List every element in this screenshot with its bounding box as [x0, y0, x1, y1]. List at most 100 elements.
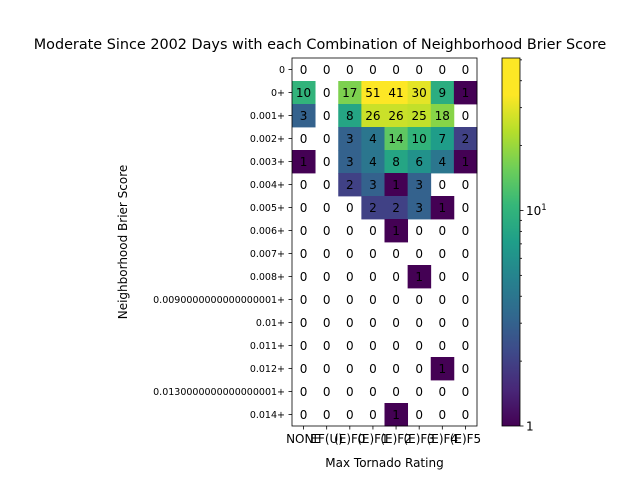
cell-value-label: 30	[412, 86, 427, 100]
heatmap-cells	[292, 81, 478, 427]
cell-value-label: 17	[342, 86, 357, 100]
y-tick-label: 0.014+	[250, 410, 285, 421]
heatmap-cell	[292, 104, 316, 128]
x-tick-label: (E)F0	[334, 432, 365, 446]
y-tick-label: 0.01+	[256, 318, 285, 329]
cell-value-label: 0	[323, 293, 331, 307]
y-tick-label: 0.005+	[250, 203, 285, 214]
heatmap-cell	[292, 81, 316, 105]
cell-value-label: 0	[300, 408, 308, 422]
cell-value-label: 3	[300, 109, 308, 123]
cell-value-label: 0	[323, 316, 331, 330]
x-tick-label: (E)F3	[403, 432, 434, 446]
cell-value-label: 6	[415, 155, 423, 169]
cell-value-label: 0	[438, 224, 446, 238]
y-tick-label: 0	[279, 65, 285, 76]
cell-value-label: 1	[438, 362, 446, 376]
y-tick-label: 0.008+	[250, 272, 285, 283]
y-axis: 0 0+ 0.001+ 0.002+ 0.003+ 0.004+ 0.005+ 0.006+ 0…	[153, 65, 292, 421]
cell-value-label: 0	[323, 201, 331, 215]
cell-value-label: 0	[392, 362, 400, 376]
cell-value-label: 0	[323, 132, 331, 146]
cell-value-label: 0	[415, 385, 423, 399]
cell-value-label: 0	[300, 201, 308, 215]
colorbar-tick-label: 101	[526, 203, 547, 218]
heatmap-cell	[384, 219, 409, 243]
cell-value-label: 0	[346, 247, 354, 261]
heatmap-cell	[430, 127, 455, 151]
heatmap-cell	[384, 403, 409, 427]
cell-value-label: 0	[369, 293, 377, 307]
cell-value-label: 8	[346, 109, 354, 123]
cell-value-label: 0	[462, 385, 470, 399]
cell-value-label: 0	[369, 339, 377, 353]
cell-value-label: 1	[462, 86, 470, 100]
heatmap-cell	[338, 150, 362, 174]
cell-value-label: 0	[300, 270, 308, 284]
cell-value-label: 0	[369, 316, 377, 330]
cell-value-label: 0	[346, 63, 354, 77]
cell-value-label: 0	[415, 293, 423, 307]
cell-value-label: 1	[462, 155, 470, 169]
heatmap-cell	[384, 150, 409, 174]
x-tick-label: EF(U)	[310, 432, 343, 446]
y-tick-label: 0.0130000000000000001+	[153, 387, 285, 398]
heatmap-cell	[430, 196, 455, 220]
colorbar-tick-label: 1	[526, 420, 534, 434]
y-tick-label: 0.003+	[250, 157, 285, 168]
cell-value-label: 2	[462, 132, 470, 146]
heatmap-cell	[361, 173, 385, 197]
heatmap-cell	[407, 104, 432, 128]
heatmap-cell	[338, 104, 362, 128]
heatmap-cell	[361, 127, 385, 151]
cell-value-label: 0	[346, 316, 354, 330]
cell-value-label: 0	[438, 316, 446, 330]
cell-value-label: 10	[412, 132, 427, 146]
heatmap-cell	[384, 104, 409, 128]
cell-value-label: 9	[438, 86, 446, 100]
cell-value-label: 0	[415, 339, 423, 353]
heatmap-cell	[430, 81, 455, 105]
cell-value-label: 25	[412, 109, 427, 123]
chart-title: Moderate Since 2002 Days with each Combi…	[34, 37, 607, 53]
cell-value-label: 0	[323, 86, 331, 100]
cell-value-label: 0	[415, 247, 423, 261]
cell-value-label: 0	[462, 408, 470, 422]
cell-value-label: 3	[415, 201, 423, 215]
y-tick-label: 0.002+	[250, 134, 285, 145]
cell-value-label: 7	[438, 132, 446, 146]
heatmap-cell	[292, 150, 316, 174]
cell-value-label: 0	[369, 408, 377, 422]
cell-value-label: 1	[300, 155, 308, 169]
cell-value-label: 10	[296, 86, 311, 100]
cell-value-label: 0	[462, 316, 470, 330]
heatmap-cell	[361, 104, 385, 128]
cell-value-label: 0	[346, 339, 354, 353]
cell-value-label: 0	[300, 224, 308, 238]
cell-value-label: 0	[369, 270, 377, 284]
cell-value-label: 0	[323, 270, 331, 284]
cell-value-label: 41	[388, 86, 403, 100]
cell-value-label: 0	[323, 385, 331, 399]
cell-value-label: 0	[300, 362, 308, 376]
cell-value-label: 0	[462, 339, 470, 353]
cell-value-label: 0	[346, 385, 354, 399]
cell-value-label: 0	[415, 316, 423, 330]
heatmap-cell	[338, 81, 362, 105]
cell-value-label: 0	[323, 339, 331, 353]
cell-value-label: 0	[300, 339, 308, 353]
cell-value-label: 0	[300, 247, 308, 261]
cell-value-label: 0	[300, 293, 308, 307]
cell-value-label: 3	[415, 178, 423, 192]
cell-value-labels: 0 0 0 0 0 0 0 010 0 17 51 41 30 9 13 0 8 26 26 25 18 00 0 3 4 14 1…	[296, 63, 469, 422]
cell-value-label: 0	[438, 270, 446, 284]
cell-value-label: 0	[346, 201, 354, 215]
y-tick-label: 0.004+	[250, 180, 285, 191]
cell-value-label: 18	[435, 109, 450, 123]
x-tick-label: (E)F5	[450, 432, 481, 446]
cell-value-label: 0	[369, 385, 377, 399]
cell-value-label: 0	[323, 224, 331, 238]
cell-value-label: 0	[462, 109, 470, 123]
cell-value-label: 26	[365, 109, 380, 123]
